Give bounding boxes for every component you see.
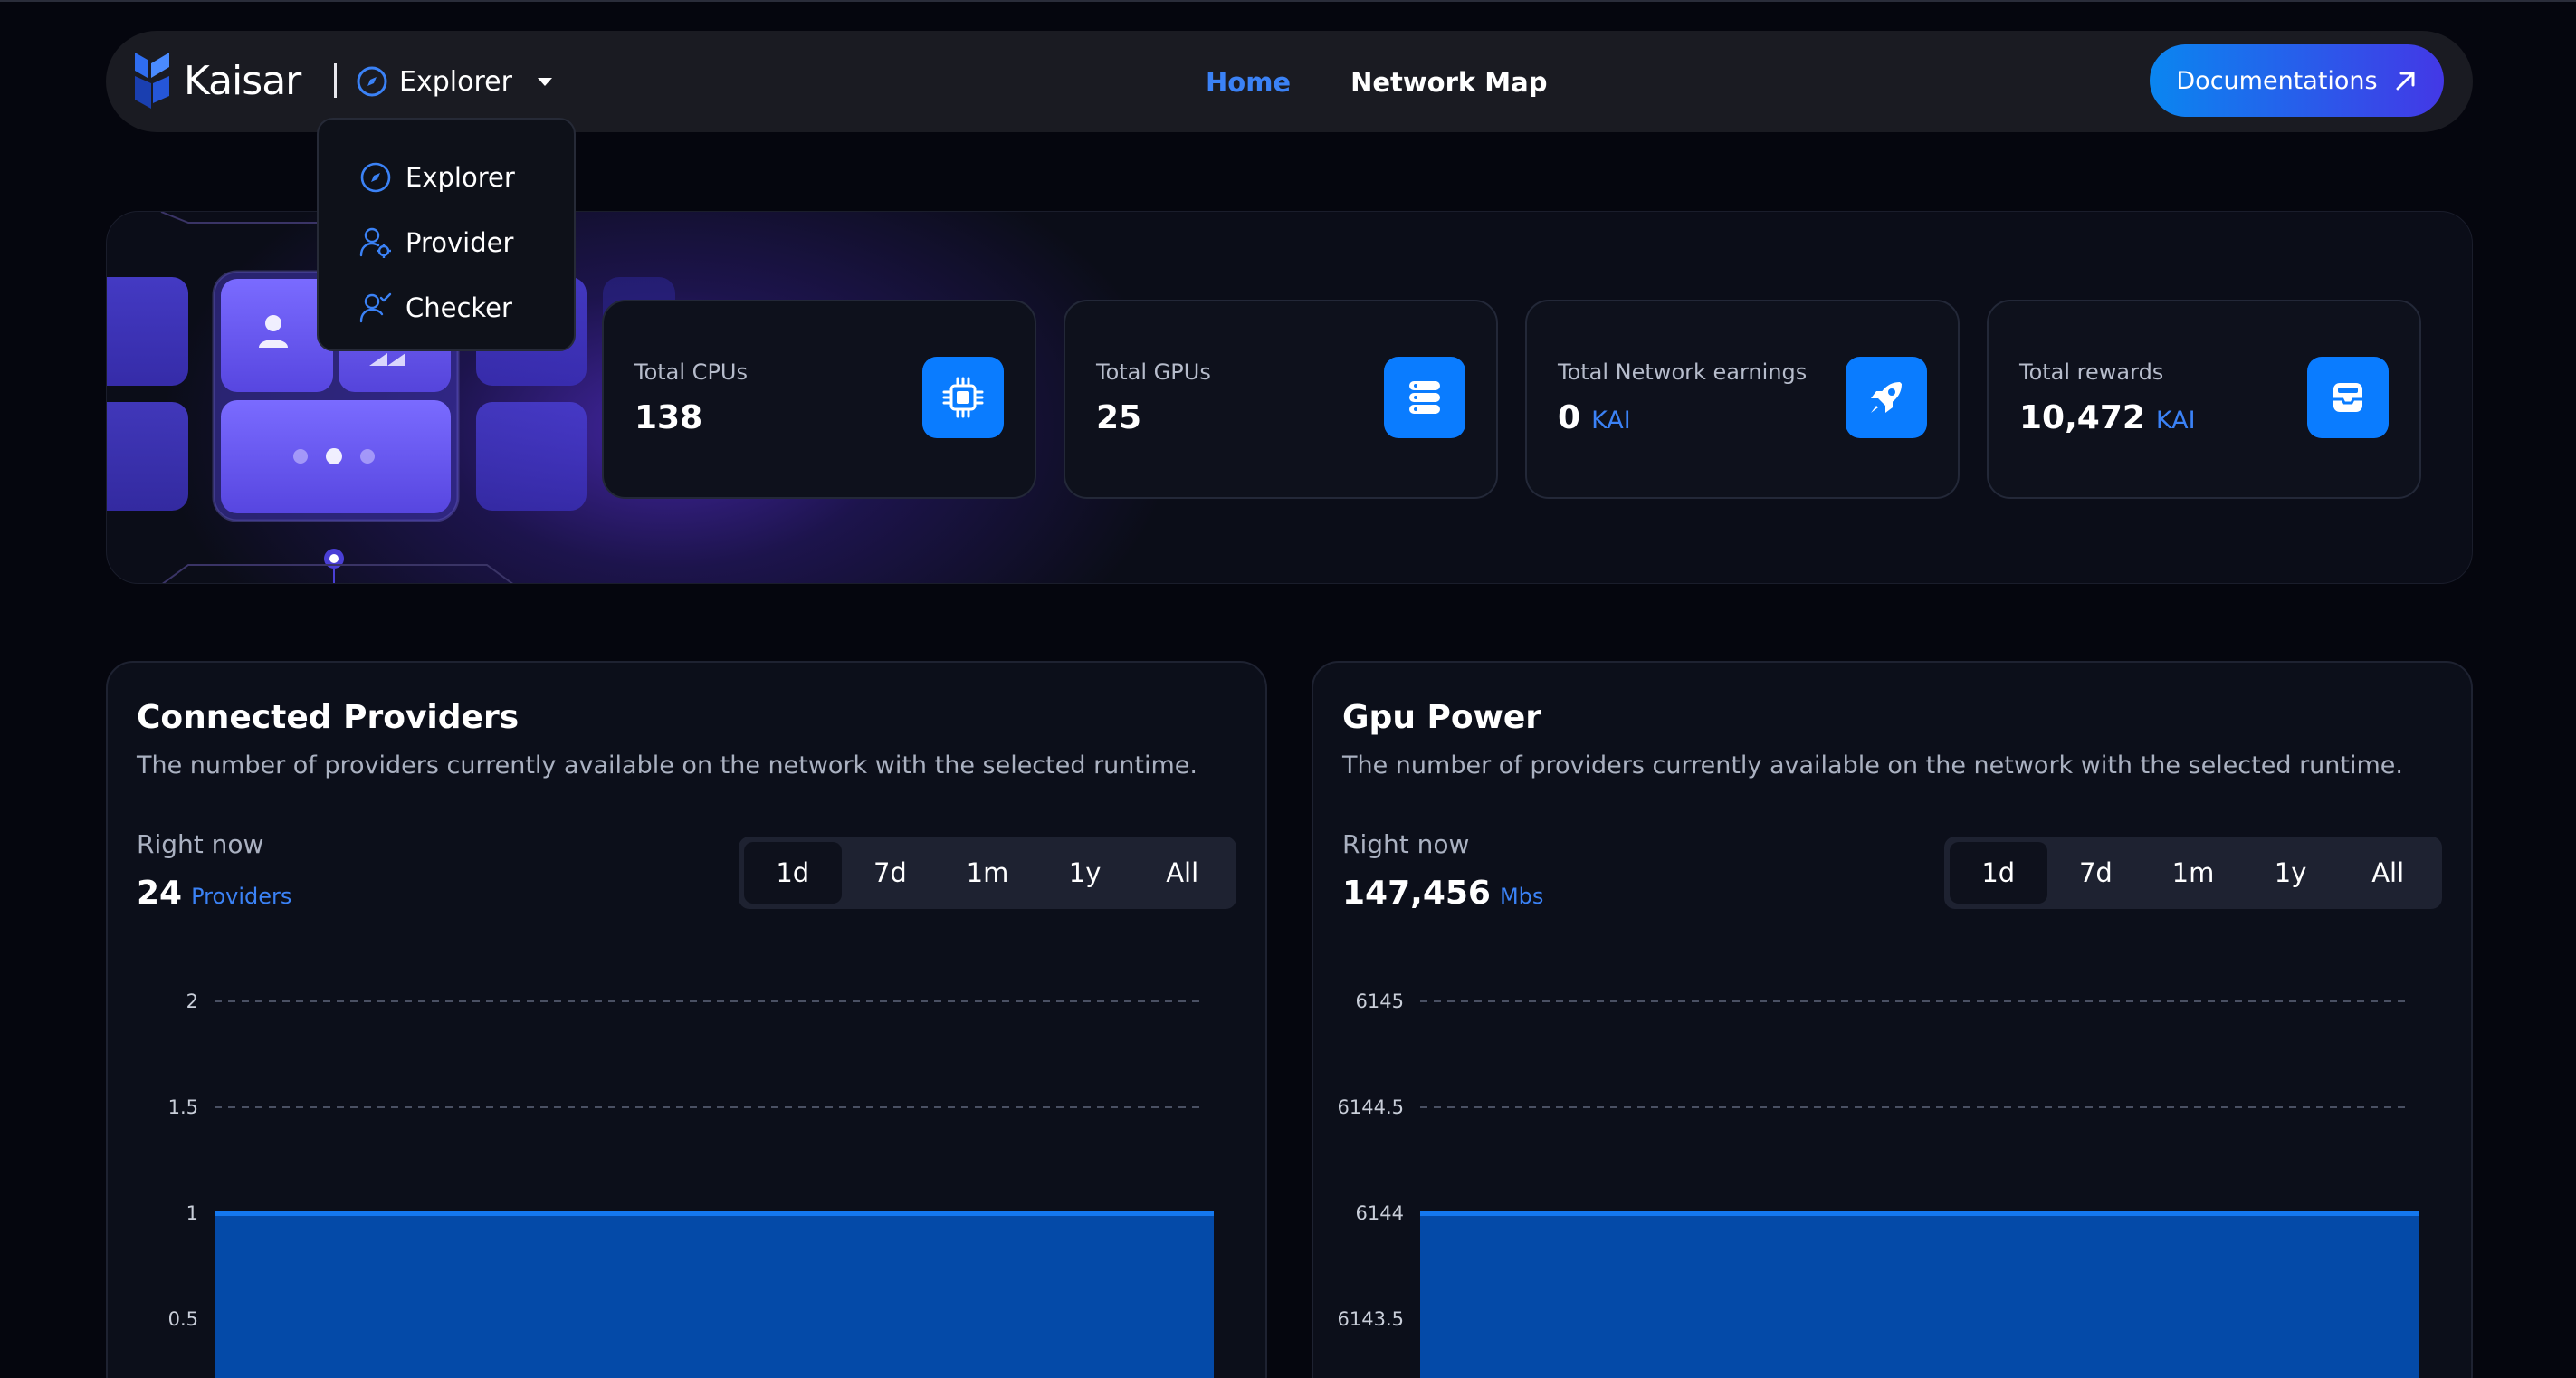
main-nav: Home Network Map	[1206, 67, 1547, 98]
range-option-1m[interactable]: 1m	[2171, 857, 2215, 888]
section-selector-label: Explorer	[399, 65, 512, 98]
nav-link-home[interactable]: Home	[1206, 67, 1292, 98]
stats-hero-banner: Total CPUs 138 Total GPUs 25	[106, 211, 2473, 584]
y-tick-label: 6145	[1356, 990, 1404, 1012]
area-fill	[215, 1213, 1214, 1378]
panel-description: The number of providers currently availa…	[137, 751, 1197, 780]
user-gear-icon	[359, 227, 391, 258]
compass-icon	[360, 162, 391, 193]
section-dropdown-menu: Explorer Provider Checker	[317, 118, 576, 351]
y-tick-label: 6144.5	[1338, 1096, 1404, 1118]
dropdown-item-provider[interactable]: Provider	[319, 210, 574, 275]
range-option-1m[interactable]: 1m	[966, 857, 1009, 888]
stat-card-network-earnings: Total Network earnings 0 KAI	[1525, 300, 1960, 499]
stat-title: Total CPUs	[634, 359, 748, 385]
stat-number: 138	[634, 399, 703, 436]
kaisar-logo-icon	[135, 53, 169, 109]
stat-card-total-gpus: Total GPUs 25	[1064, 300, 1498, 499]
y-tick-label: 1.5	[168, 1096, 198, 1118]
range-option-7d[interactable]: 7d	[873, 857, 907, 888]
window-top-border	[0, 0, 2576, 2]
connected-providers-chart: 2 1.5 1 0.5	[168, 990, 1214, 1378]
stat-value: 25	[1096, 399, 1141, 436]
gpu-power-panel: Gpu Power The number of providers curren…	[1312, 661, 2473, 1378]
brand-name: Kaisar	[184, 57, 301, 104]
cpu-icon	[942, 377, 984, 418]
stat-number: 10,472	[2019, 399, 2145, 436]
stat-icon-box	[1846, 357, 1927, 438]
range-option-all[interactable]: All	[1166, 857, 1199, 888]
top-navbar: Kaisar Explorer Home Network Map Documen…	[106, 31, 2473, 132]
right-now-value: 24 Providers	[137, 875, 291, 912]
dropdown-item-explorer[interactable]: Explorer	[319, 145, 574, 210]
nav-link-network-map[interactable]: Network Map	[1350, 67, 1548, 98]
stat-title: Total Network earnings	[1558, 359, 1808, 385]
right-now-number: 24	[137, 875, 183, 912]
right-now-label: Right now	[1342, 829, 1470, 859]
range-option-1y[interactable]: 1y	[1068, 857, 1102, 888]
range-option-1y[interactable]: 1y	[2274, 857, 2307, 888]
right-now-value: 147,456 Mbs	[1342, 875, 1543, 912]
y-tick-label: 0.5	[168, 1308, 198, 1330]
y-tick-label: 1	[186, 1202, 198, 1224]
range-option-7d[interactable]: 7d	[2078, 857, 2113, 888]
caret-down-icon	[537, 77, 552, 86]
stat-number: 0	[1558, 399, 1581, 436]
connected-providers-panel: Connected Providers The number of provid…	[106, 661, 1267, 1378]
right-now-unit: Mbs	[1499, 884, 1544, 909]
inbox-tray-icon	[2333, 383, 2362, 412]
stat-title: Total rewards	[2019, 359, 2164, 385]
gpu-power-chart: 6145 6144.5 6144 6143.5	[1338, 990, 2419, 1378]
logo-divider	[334, 63, 337, 98]
dropdown-item-label: Provider	[405, 227, 514, 258]
time-range-selector: 1d 7d 1m 1y All	[739, 837, 1236, 909]
range-option-1d[interactable]: 1d	[1950, 842, 2047, 904]
range-option-all[interactable]: All	[2371, 857, 2405, 888]
documentations-button[interactable]: Documentations	[2150, 44, 2444, 117]
stat-icon-box	[2307, 357, 2389, 438]
stat-unit: KAI	[2155, 407, 2196, 435]
compass-icon	[357, 66, 387, 97]
stat-value: 10,472 KAI	[2019, 399, 2196, 436]
right-now-unit: Providers	[191, 884, 292, 909]
section-selector[interactable]: Explorer	[356, 62, 552, 101]
stat-icon-box	[1384, 357, 1465, 438]
dropdown-item-label: Explorer	[405, 162, 515, 193]
stat-title: Total GPUs	[1096, 359, 1211, 385]
rocket-icon	[1871, 382, 1902, 413]
dropdown-item-checker[interactable]: Checker	[319, 275, 574, 340]
brand-logo[interactable]: Kaisar	[133, 51, 301, 110]
area-fill	[1420, 1213, 2419, 1378]
documentations-button-label: Documentations	[2176, 66, 2378, 95]
stat-number: 25	[1096, 399, 1142, 436]
right-now-label: Right now	[137, 829, 264, 859]
stat-value: 0 KAI	[1558, 399, 1631, 436]
stat-unit: KAI	[1591, 407, 1631, 435]
stat-card-total-rewards: Total rewards 10,472 KAI	[1987, 300, 2421, 499]
arrow-up-right-icon	[2396, 72, 2415, 91]
panel-title: Gpu Power	[1342, 699, 1542, 736]
panel-description: The number of providers currently availa…	[1342, 751, 2403, 780]
panel-title: Connected Providers	[137, 699, 520, 736]
time-range-selector: 1d 7d 1m 1y All	[1944, 837, 2442, 909]
dropdown-item-label: Checker	[405, 292, 512, 323]
y-tick-label: 2	[186, 990, 198, 1012]
stat-card-total-cpus: Total CPUs 138	[602, 300, 1036, 499]
y-tick-label: 6143.5	[1338, 1308, 1404, 1330]
right-now-number: 147,456	[1342, 875, 1491, 912]
stat-icon-box	[922, 357, 1004, 438]
range-option-1d[interactable]: 1d	[744, 842, 842, 904]
server-stack-icon	[1409, 381, 1440, 414]
user-check-icon	[359, 292, 392, 323]
stat-value: 138	[634, 399, 702, 436]
y-tick-label: 6144	[1356, 1202, 1404, 1224]
